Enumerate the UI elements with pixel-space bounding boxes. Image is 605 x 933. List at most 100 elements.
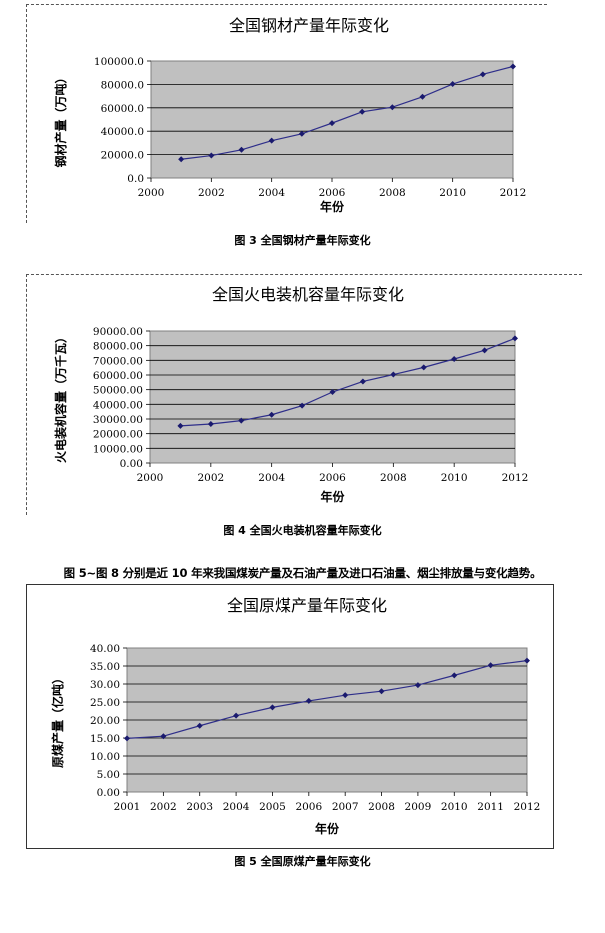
chart-steel: 全国钢材产量年际变化 0.0 20000.0 40000.0 60000.0 80000.… (53, 16, 527, 214)
x-tick-label: 2010 (441, 801, 468, 813)
y-tick-label: 25.00 (90, 697, 120, 709)
y-tick-label: 10.00 (90, 751, 120, 763)
x-axis-label: 年份 (320, 489, 345, 504)
body-paragraph: 图 5~图 8 分别是近 10 年来我国煤炭产量及石油产量及进口石油量、烟尘排放… (63, 566, 542, 580)
data-point (481, 347, 488, 354)
data-point (329, 389, 336, 396)
data-point (238, 417, 245, 424)
y-tick-label: 0.00 (120, 458, 143, 470)
chart-panel-thermal-power: 全国火电装机容量年际变化 0.00 10000.00 20000.00 30000.00… (26, 274, 582, 515)
y-tick-label: 60000.00 (93, 370, 143, 382)
data-point (451, 672, 458, 679)
data-point (124, 735, 130, 742)
data-point (299, 402, 306, 409)
data-point (390, 371, 397, 378)
data-point (451, 356, 458, 363)
y-tick-label: 5.00 (97, 769, 120, 781)
plot-area (149, 330, 516, 464)
x-tick-label: 2006 (295, 801, 322, 813)
x-tick-label: 2002 (198, 187, 225, 199)
x-tick-label: 2004 (223, 801, 250, 813)
caption-fig4: 图 4 全国火电装机容量年际变化 (223, 524, 382, 537)
y-tick-label: 30000.00 (93, 414, 143, 426)
x-tick-label: 2006 (319, 187, 346, 199)
y-axis-label: 钢材产量（万吨） (53, 71, 68, 167)
data-point (178, 156, 185, 163)
x-tick-label: 2002 (197, 472, 224, 484)
data-point (414, 682, 421, 689)
x-tick-label: 2012 (514, 801, 541, 813)
data-point (342, 692, 349, 699)
x-tick-label: 2000 (137, 472, 164, 484)
x-tick-label: 2012 (500, 187, 527, 199)
series-line (181, 65, 514, 160)
y-tick-label: 10000.00 (93, 443, 143, 455)
data-point (269, 704, 276, 711)
y-tick-label: 80000.0 (101, 79, 144, 91)
data-point (238, 146, 245, 153)
y-tick-label: 20.00 (90, 715, 120, 727)
x-tick-label: 2007 (332, 801, 359, 813)
y-tick-label: 50000.00 (93, 385, 143, 397)
series-line (180, 337, 516, 427)
x-tick-label: 2001 (114, 801, 141, 813)
series-line (126, 660, 528, 739)
data-point (487, 662, 494, 669)
data-point (160, 733, 167, 740)
chart-title: 全国钢材产量年际变化 (229, 16, 389, 35)
x-tick-label: 2010 (439, 187, 466, 199)
data-point (378, 688, 385, 695)
data-point (268, 411, 275, 418)
x-tick-label: 2002 (150, 801, 177, 813)
x-tick-label: 2003 (186, 801, 213, 813)
x-tick-label: 2008 (379, 187, 406, 199)
x-tick-label: 2011 (477, 801, 504, 813)
data-point (449, 81, 456, 88)
data-point (208, 152, 215, 159)
y-axis-label: 原煤产量（亿吨） (50, 672, 65, 768)
x-tick-label: 2008 (368, 801, 395, 813)
data-point (207, 420, 214, 427)
x-tick-label: 2004 (258, 472, 285, 484)
y-tick-label: 40000.00 (93, 399, 143, 411)
data-point (419, 93, 426, 100)
y-tick-label: 20000.00 (93, 429, 143, 441)
x-axis-label: 年份 (315, 821, 340, 836)
y-tick-label: 60000.0 (101, 103, 144, 115)
caption-fig3: 图 3 全国钢材产量年际变化 (234, 234, 371, 247)
data-point (510, 63, 516, 70)
data-point (233, 712, 240, 719)
y-tick-label: 15.00 (90, 733, 120, 745)
y-tick-label: 90000.00 (93, 326, 143, 338)
y-tick-label: 100000.0 (94, 56, 144, 68)
y-tick-label: 20000.0 (101, 150, 144, 162)
y-tick-label: 40.00 (90, 643, 120, 655)
chart-thermal-power: 全国火电装机容量年际变化 0.00 10000.00 20000.00 30000.00… (53, 285, 529, 504)
x-tick-label: 2005 (259, 801, 286, 813)
caption-fig5: 图 5 全国原煤产量年际变化 (234, 855, 371, 868)
data-point (479, 71, 486, 78)
data-point (512, 335, 518, 342)
chart-panel-steel: 全国钢材产量年际变化 0.0 20000.0 40000.0 60000.0 80000.… (26, 4, 547, 223)
y-tick-label: 80000.00 (93, 341, 143, 353)
y-axis-label: 火电装机容量（万千瓦） (53, 331, 68, 463)
data-point (305, 697, 312, 704)
y-tick-label: 0.00 (97, 787, 120, 799)
x-axis-label: 年份 (320, 199, 345, 214)
data-point (268, 137, 275, 144)
y-tick-label: 70000.00 (93, 355, 143, 367)
y-tick-label: 40000.0 (101, 126, 144, 138)
data-point (329, 120, 335, 127)
x-tick-label: 2006 (319, 472, 346, 484)
x-tick-label: 2010 (441, 472, 468, 484)
chart-title: 全国原煤产量年际变化 (227, 596, 387, 615)
x-tick-label: 2012 (502, 472, 529, 484)
data-point (359, 378, 366, 385)
y-tick-label: 35.00 (90, 661, 120, 673)
data-point (524, 657, 530, 664)
x-tick-label: 2004 (258, 187, 285, 199)
plot-area (150, 60, 514, 179)
y-tick-label: 0.0 (127, 173, 144, 185)
data-point (420, 364, 427, 371)
chart-panel-raw-coal: 全国原煤产量年际变化 0.00 5.00 10.00 15.00 20.00 25.00 30… (26, 584, 554, 849)
